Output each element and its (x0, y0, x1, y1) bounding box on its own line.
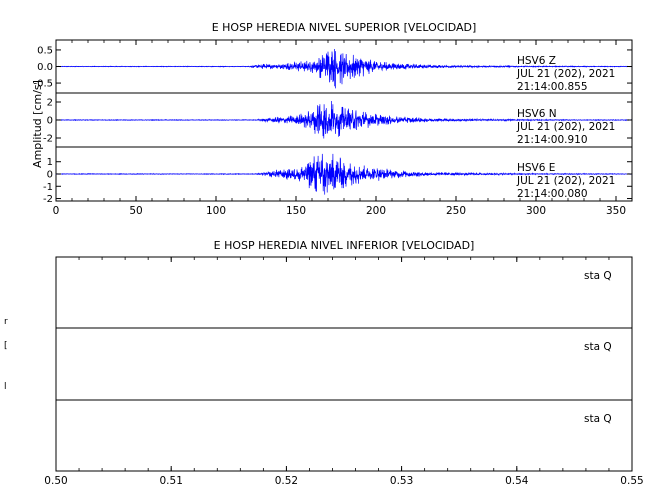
x-tick-label: 0.53 (390, 475, 413, 487)
seismic-trace-line (55, 153, 633, 195)
upper-level-panel: E HOSP HEREDIA NIVEL SUPERIOR [VELOCIDAD… (31, 21, 633, 217)
x-tick-label: 150 (286, 205, 306, 217)
y-tick-label: 0 (47, 170, 53, 181)
x-tick-label: 0.51 (160, 475, 183, 487)
panel-frame (55, 327, 633, 401)
station-label: 21:14:00.080 (517, 188, 588, 200)
seismic-trace-line (55, 100, 633, 139)
lower-panel-title: E HOSP HEREDIA NIVEL INFERIOR [VELOCIDAD… (214, 239, 475, 252)
x-tick-label: 300 (526, 205, 546, 217)
lower-empty-panels: sta Q sta Q sta Q (55, 256, 633, 472)
upper-panel-title: E HOSP HEREDIA NIVEL SUPERIOR [VELOCIDAD… (212, 21, 477, 34)
x-tick-label: 0 (53, 205, 60, 217)
lower-ylabel-glyph: [ (4, 341, 8, 351)
upper-x-axis: 0 50 100 150 200 250 300 350 (53, 40, 633, 217)
station-label: sta Q (584, 270, 612, 282)
y-tick-label: -2 (43, 134, 53, 145)
empty-trace-panel: sta Q (55, 327, 633, 401)
station-label: HSV6 Z (517, 55, 556, 67)
lower-level-panel: E HOSP HEREDIA NIVEL INFERIOR [VELOCIDAD… (4, 239, 644, 487)
station-label: JUL 21 (202), 2021 (516, 121, 615, 133)
station-label: 21:14:00.855 (517, 81, 588, 93)
lower-x-axis: 0.50 0.51 0.52 0.53 0.54 0.55 (44, 257, 644, 487)
y-tick-label: -0.5 (33, 79, 53, 90)
x-tick-label: 0.54 (505, 475, 529, 487)
station-label: HSV6 E (517, 162, 555, 174)
y-tick-label: 0 (47, 116, 53, 127)
station-label: sta Q (584, 341, 612, 353)
station-label: JUL 21 (202), 2021 (516, 175, 615, 187)
x-tick-label: 0.55 (620, 475, 643, 487)
empty-trace-panel: sta Q (55, 399, 633, 472)
y-tick-label: 0.0 (37, 62, 53, 73)
station-label: JUL 21 (202), 2021 (516, 68, 615, 80)
x-tick-label: 100 (206, 205, 226, 217)
x-tick-label: 200 (366, 205, 386, 217)
station-label: HSV6 N (517, 108, 557, 120)
station-label: 21:14:00.910 (517, 134, 588, 146)
y-axis-label: Amplitud [cm/s] (31, 80, 44, 168)
empty-trace-panel: sta Q (55, 256, 633, 329)
panel-frame (55, 256, 633, 329)
x-tick-label: 50 (129, 205, 142, 217)
panel-frame (55, 399, 633, 472)
y-tick-label: 0.5 (37, 45, 53, 56)
lower-ylabel-glyph: l (4, 382, 7, 392)
y-tick-label: -1 (43, 182, 53, 193)
x-tick-label: 0.52 (275, 475, 298, 487)
station-label: sta Q (584, 413, 612, 425)
y-tick-label: 2 (47, 98, 53, 109)
seismic-trace-line (55, 48, 633, 89)
x-tick-label: 250 (446, 205, 466, 217)
y-tick-label: -2 (43, 194, 53, 205)
lower-ylabel-glyph: r (4, 317, 8, 327)
y-tick-label: 1 (47, 157, 53, 168)
x-tick-label: 350 (606, 205, 626, 217)
x-tick-label: 0.50 (44, 475, 67, 487)
